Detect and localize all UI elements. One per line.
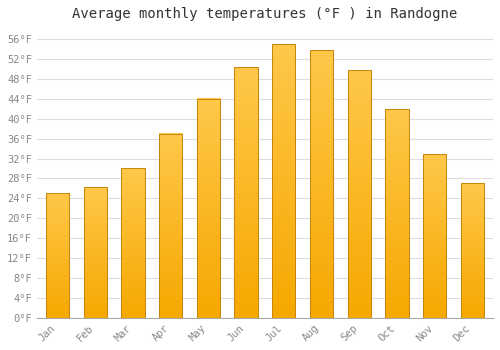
Bar bbox=[460, 183, 484, 318]
Bar bbox=[84, 187, 107, 318]
Bar bbox=[385, 109, 408, 318]
Bar bbox=[310, 50, 333, 318]
Bar bbox=[159, 134, 182, 318]
Bar bbox=[122, 168, 144, 318]
Title: Average monthly temperatures (°F ) in Randogne: Average monthly temperatures (°F ) in Ra… bbox=[72, 7, 458, 21]
Bar bbox=[196, 99, 220, 318]
Bar bbox=[423, 154, 446, 318]
Bar bbox=[348, 70, 371, 318]
Bar bbox=[46, 194, 69, 318]
Bar bbox=[272, 44, 295, 318]
Bar bbox=[234, 68, 258, 318]
